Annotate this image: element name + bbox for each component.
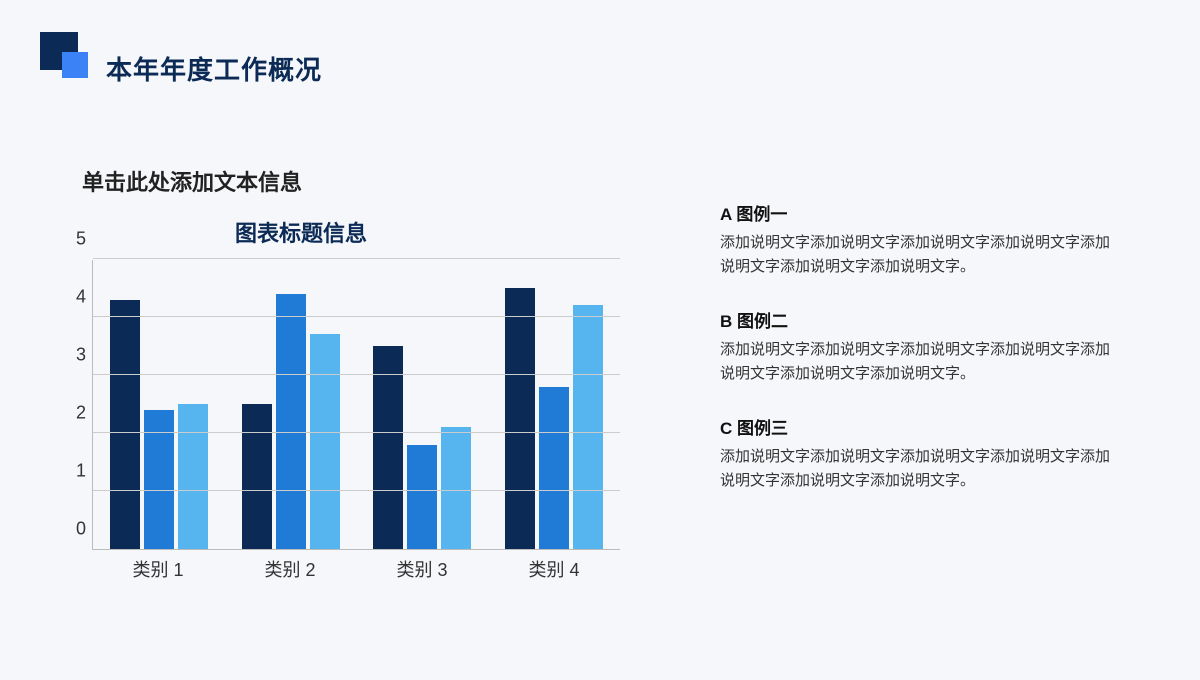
legend-item-title: C 图例三 [720,414,1120,439]
chart-x-label: 类别 1 [132,556,183,582]
chart-bar [144,410,174,549]
chart-y-tick: 4 [76,287,86,308]
chart-bar [539,387,569,549]
chart-y-tick: 5 [76,229,86,250]
chart-gridline [93,258,620,259]
chart-plot-area [92,260,620,550]
page-title: 本年年度工作概况 [106,50,322,87]
chart-y-axis: 012345 [60,260,92,550]
chart-title: 图表标题信息 [235,216,367,248]
chart-bar [573,305,603,549]
legend-item-text: 添加说明文字添加说明文字添加说明文字添加说明文字添加说明文字添加说明文字添加说明… [720,231,1120,279]
legend-item: B 图例二添加说明文字添加说明文字添加说明文字添加说明文字添加说明文字添加说明文… [720,307,1120,386]
chart-bar [441,427,471,549]
chart-gridline [93,374,620,375]
section-subtitle: 单击此处添加文本信息 [82,165,302,197]
chart-y-tick: 3 [76,345,86,366]
legend-item: A 图例一添加说明文字添加说明文字添加说明文字添加说明文字添加说明文字添加说明文… [720,200,1120,279]
page-header: 本年年度工作概况 [40,50,322,87]
chart-gridline [93,316,620,317]
chart-bar-group [110,300,208,549]
chart-bar [110,300,140,549]
chart-x-label: 类别 4 [528,556,579,582]
chart-y-tick: 1 [76,461,86,482]
legend-column: A 图例一添加说明文字添加说明文字添加说明文字添加说明文字添加说明文字添加说明文… [720,200,1120,521]
chart-bar-group [505,288,603,549]
legend-item-title: A 图例一 [720,200,1120,225]
chart-bar [310,334,340,549]
chart-gridline [93,490,620,491]
decor-square-light [62,52,88,78]
legend-item-text: 添加说明文字添加说明文字添加说明文字添加说明文字添加说明文字添加说明文字添加说明… [720,445,1120,493]
chart-bar [407,445,437,549]
chart-bar-group [242,294,340,549]
chart-y-tick: 2 [76,403,86,424]
chart-bar-groups [93,260,620,549]
chart-gridline [93,432,620,433]
chart-x-axis: 类别 1 类别 2 类别 3 类别 4 [92,550,620,590]
chart-y-tick: 0 [76,519,86,540]
bar-chart: 012345 类别 1类别 2类别 3类别 4 [60,260,620,590]
chart-bar-group [373,346,471,549]
chart-bar [242,404,272,549]
chart-bar [178,404,208,549]
legend-item: C 图例三添加说明文字添加说明文字添加说明文字添加说明文字添加说明文字添加说明文… [720,414,1120,493]
legend-item-text: 添加说明文字添加说明文字添加说明文字添加说明文字添加说明文字添加说明文字添加说明… [720,338,1120,386]
chart-bar [276,294,306,549]
legend-item-title: B 图例二 [720,307,1120,332]
chart-x-label: 类别 2 [264,556,315,582]
chart-bar [505,288,535,549]
chart-bar [373,346,403,549]
chart-x-label: 类别 3 [396,556,447,582]
